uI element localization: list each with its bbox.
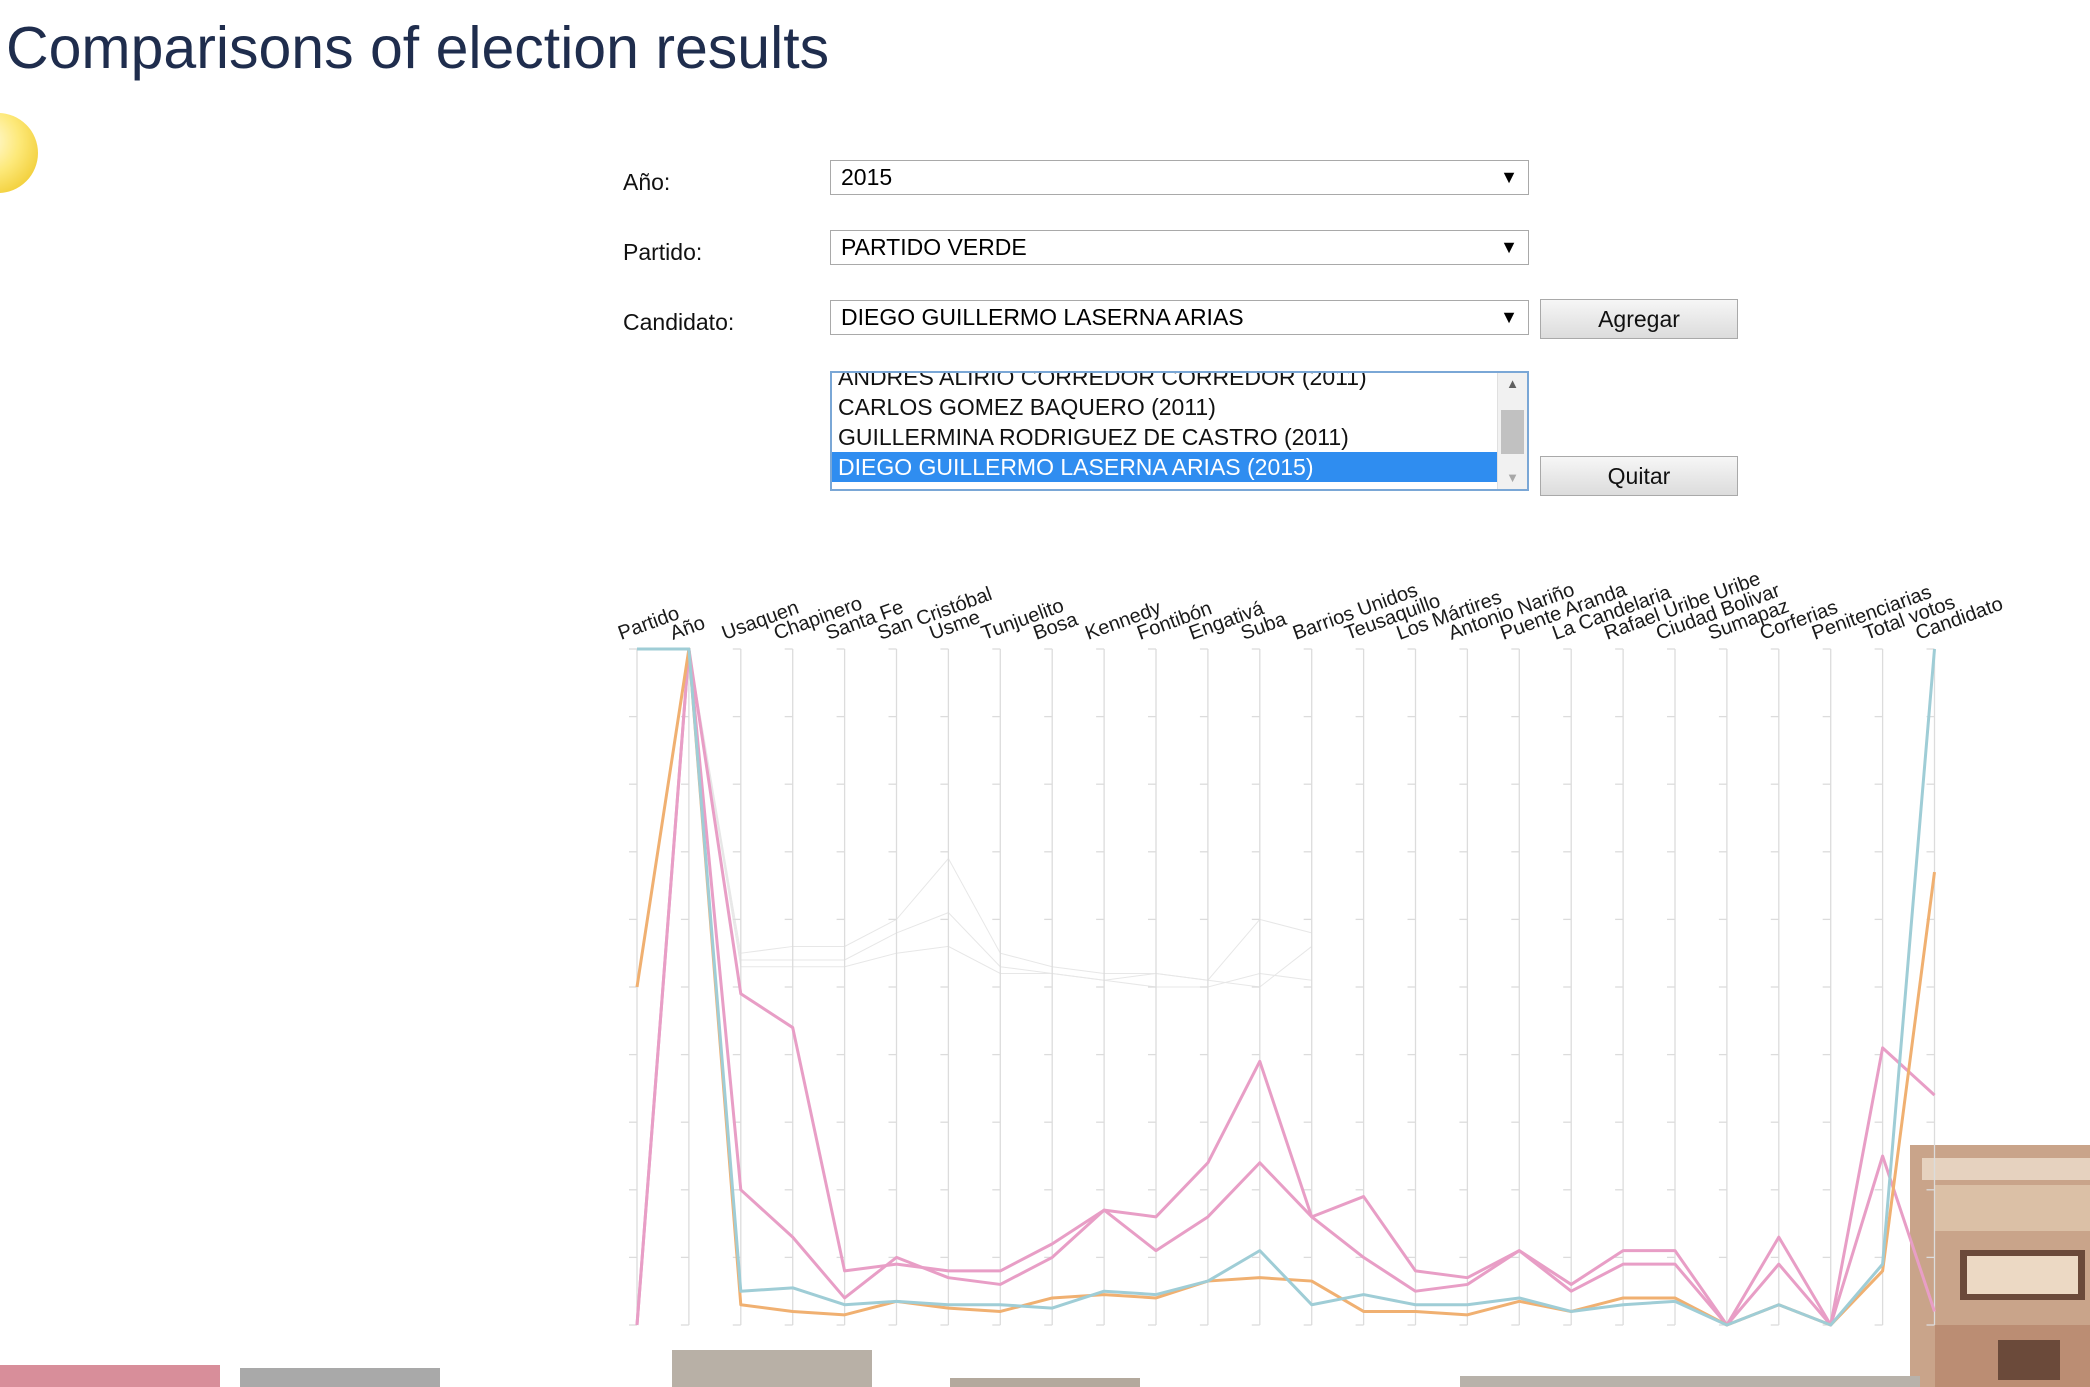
- series-line-2: [635, 647, 1936, 1327]
- selected-candidates-list[interactable]: ANDRES ALIRIO CORREDOR CORREDOR (2011) C…: [830, 371, 1529, 491]
- series-line-1: [635, 647, 1936, 1327]
- down-arrow-icon[interactable]: ▼: [1506, 470, 1519, 485]
- chart-series: [635, 647, 1936, 1327]
- remove-button[interactable]: Quitar: [1540, 456, 1738, 496]
- faint-line: [637, 648, 1312, 981]
- party-label: Partido:: [623, 239, 703, 265]
- faint-line: [637, 648, 1312, 988]
- year-select-value: 2015: [841, 164, 893, 190]
- candidate-label: Candidato:: [623, 309, 735, 335]
- candidate-select-value: DIEGO GUILLERMO LASERNA ARIAS: [841, 304, 1244, 330]
- list-item[interactable]: GUILLERMINA RODRIGUEZ DE CASTRO (2011): [838, 424, 1349, 450]
- list-scrollbar[interactable]: ▲ ▼: [1497, 373, 1527, 489]
- party-select[interactable]: PARTIDO VERDE ▼: [830, 230, 1529, 265]
- list-item-selected[interactable]: DIEGO GUILLERMO LASERNA ARIAS (2015): [832, 452, 1497, 482]
- candidate-select[interactable]: DIEGO GUILLERMO LASERNA ARIAS ▼: [830, 300, 1529, 335]
- series-line-3: [637, 647, 1936, 1327]
- series-line-0: [635, 647, 1936, 1327]
- down-triangle-icon: ▼: [1500, 237, 1518, 257]
- chart-axes: [629, 648, 1936, 1326]
- down-triangle-icon: ▼: [1500, 167, 1518, 187]
- page-title: Comparisons of election results: [6, 15, 830, 81]
- year-label: Año:: [623, 169, 671, 195]
- faint-background-lines: [637, 648, 1313, 988]
- list-item[interactable]: ANDRES ALIRIO CORREDOR CORREDOR (2011): [838, 371, 1367, 390]
- list-item[interactable]: CARLOS GOMEZ BAQUERO (2011): [838, 394, 1216, 420]
- year-select[interactable]: 2015 ▼: [830, 160, 1529, 195]
- faint-line: [637, 648, 1313, 988]
- party-select-value: PARTIDO VERDE: [841, 234, 1027, 260]
- down-triangle-icon: ▼: [1500, 307, 1518, 327]
- add-button[interactable]: Agregar: [1540, 299, 1738, 339]
- up-arrow-icon[interactable]: ▲: [1506, 376, 1519, 391]
- scroll-thumb[interactable]: [1501, 410, 1524, 454]
